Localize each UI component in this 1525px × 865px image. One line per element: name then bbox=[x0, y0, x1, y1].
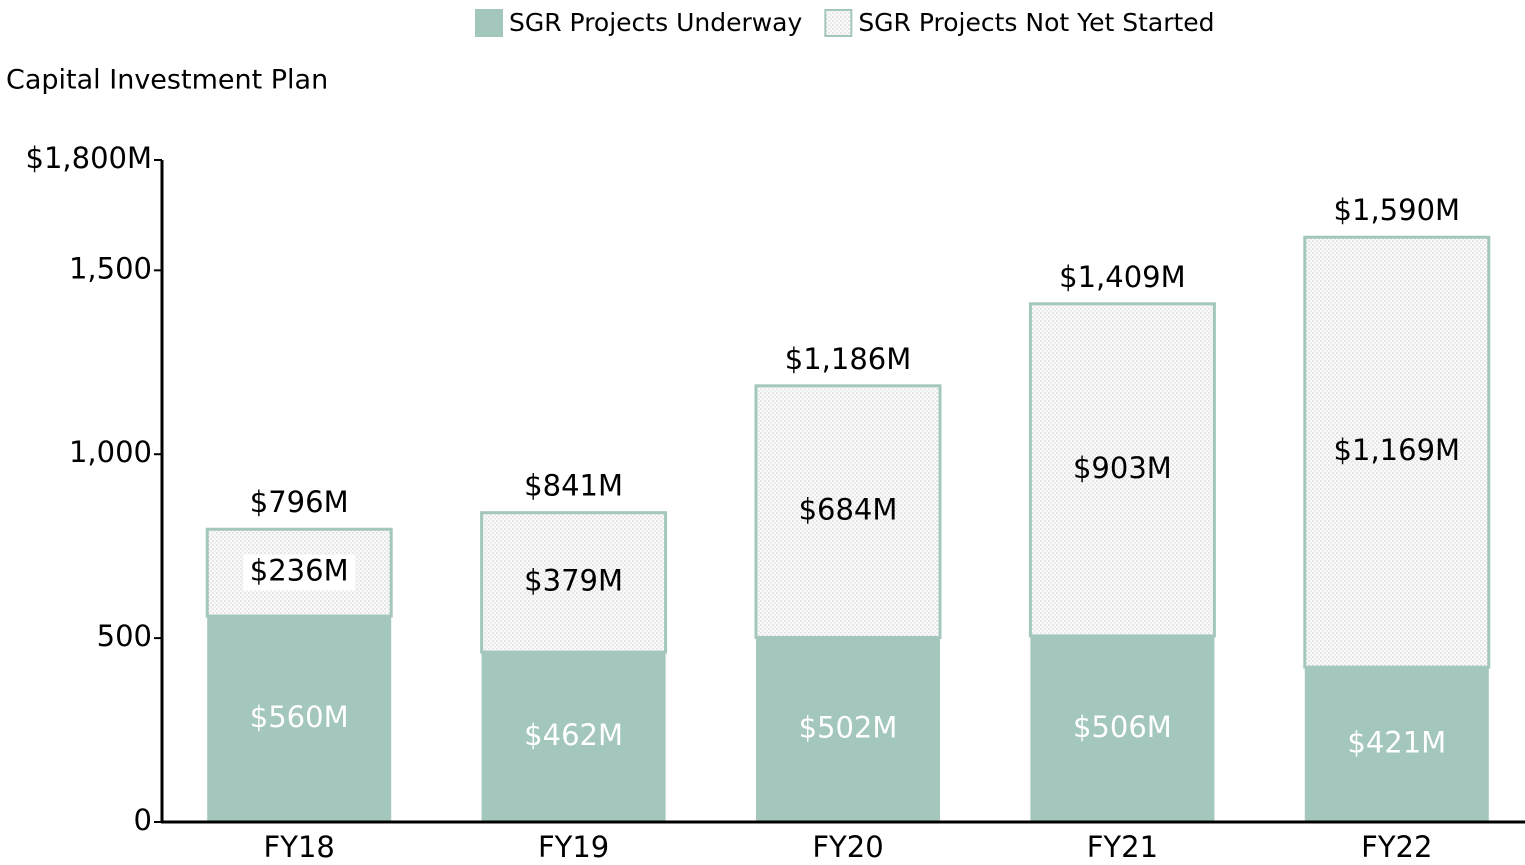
bar-segment bbox=[205, 527, 393, 618]
total-label: $796M bbox=[250, 485, 349, 519]
bar-segment bbox=[480, 511, 668, 654]
y-tick-label: $1,800M bbox=[26, 141, 153, 175]
x-tick-label: FY20 bbox=[812, 830, 883, 864]
y-tick-label: 1,000 bbox=[69, 435, 152, 469]
legend-swatch bbox=[475, 9, 503, 37]
bar-segment bbox=[481, 652, 666, 822]
value-label: $502M bbox=[799, 711, 898, 745]
legend-label: SGR Projects Underway bbox=[509, 8, 803, 37]
value-label: $560M bbox=[250, 700, 349, 734]
x-tick-label: FY21 bbox=[1087, 830, 1158, 864]
bar-segment bbox=[756, 637, 940, 822]
bar-segment bbox=[1028, 302, 1216, 638]
x-tick-label: FY19 bbox=[538, 830, 609, 864]
chart-title: Capital Investment Plan bbox=[6, 65, 328, 96]
legend-swatch bbox=[824, 9, 853, 37]
x-tick-label: FY22 bbox=[1361, 830, 1432, 864]
bar-segment bbox=[1030, 635, 1215, 822]
value-label: $1,169M bbox=[1334, 433, 1461, 467]
bar-segment bbox=[207, 616, 392, 822]
value-label: $236M bbox=[250, 554, 349, 588]
value-label: $903M bbox=[1073, 451, 1172, 485]
total-label: $1,186M bbox=[785, 342, 912, 376]
total-label: $841M bbox=[524, 469, 623, 503]
value-label: $684M bbox=[799, 493, 898, 527]
total-label: $1,409M bbox=[1059, 260, 1186, 294]
y-tick-label: 1,500 bbox=[69, 251, 152, 285]
label-bg bbox=[243, 554, 356, 591]
legend-label: SGR Projects Not Yet Started bbox=[858, 8, 1214, 37]
value-label: $462M bbox=[524, 718, 623, 752]
y-tick-label: 0 bbox=[134, 803, 152, 837]
bar-segment bbox=[1303, 235, 1491, 669]
bar-segment bbox=[754, 384, 942, 639]
x-tick-label: FY18 bbox=[264, 830, 335, 864]
bar-segment bbox=[1304, 667, 1489, 822]
total-label: $1,590M bbox=[1334, 193, 1461, 227]
value-label: $379M bbox=[524, 563, 623, 597]
value-label: $506M bbox=[1073, 710, 1172, 744]
y-tick-label: 500 bbox=[97, 619, 152, 653]
value-label: $421M bbox=[1347, 726, 1446, 760]
